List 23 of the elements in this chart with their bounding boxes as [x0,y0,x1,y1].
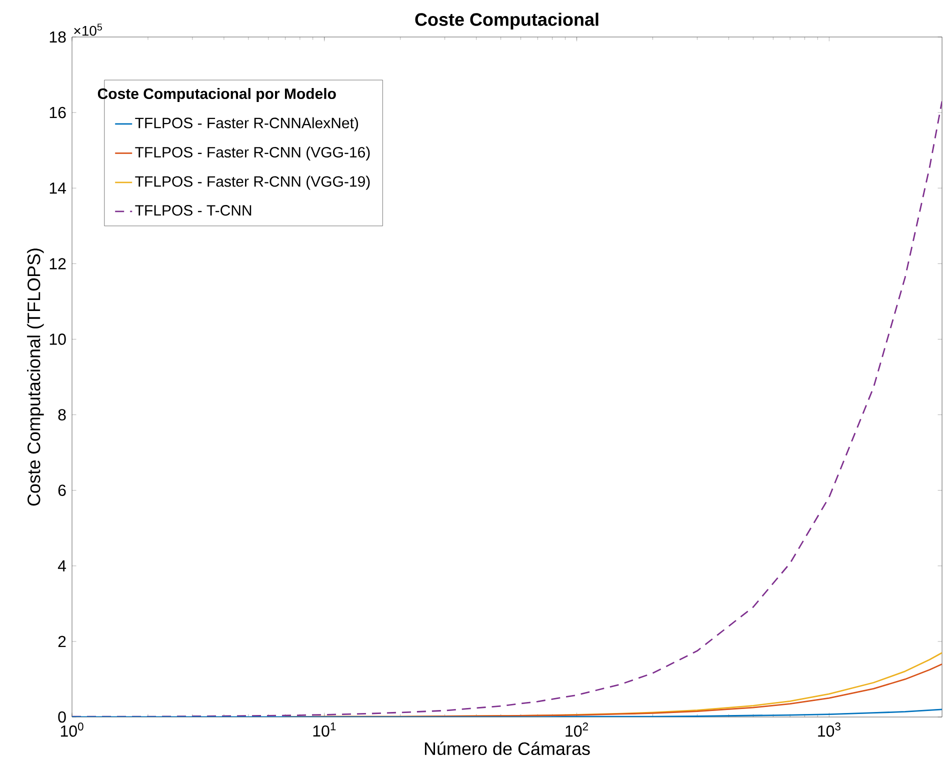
y-tick-label: 14 [50,182,66,194]
chart-title: Coste Computacional [415,12,598,30]
legend-label: TFLPOS - Faster R-CNN (VGG-16) [135,146,370,161]
y-axis-title: Coste Computacional (TFLOPS) [27,248,44,506]
x-axis-title: Número de Cámaras [424,742,590,756]
x-tick-label: 10$^{0}$ [60,722,84,737]
y-tick-label: 6 [58,484,66,496]
y-tick-label: 18 [50,31,66,43]
y-tick-label: 12 [50,258,66,270]
y-tick-label: 10 [50,334,66,345]
legend-title: Coste Computacional por Modelo [98,88,336,102]
x-tick-label: 10$^{2}$ [566,722,588,737]
legend-label: TFLPOS - T-CNN [135,205,252,216]
y-tick-label: 8 [58,409,66,420]
y-tick-label: 0 [58,711,66,723]
text: ×10$^{5}$ [74,24,102,36]
x-tick-label: 10$^{3}$ [818,722,840,737]
legend-label: TFLPOS - Faster R-CNN (VGG-19) [135,176,370,190]
legend-label: TFLPOS - Faster R-CNNAlexNet) [135,117,358,132]
y-tick-label: 4 [58,560,66,572]
y-tick-label: 16 [50,106,66,118]
y-tick-label: 2 [58,636,66,648]
x-tick-label: 10$^{1}$ [313,722,336,737]
